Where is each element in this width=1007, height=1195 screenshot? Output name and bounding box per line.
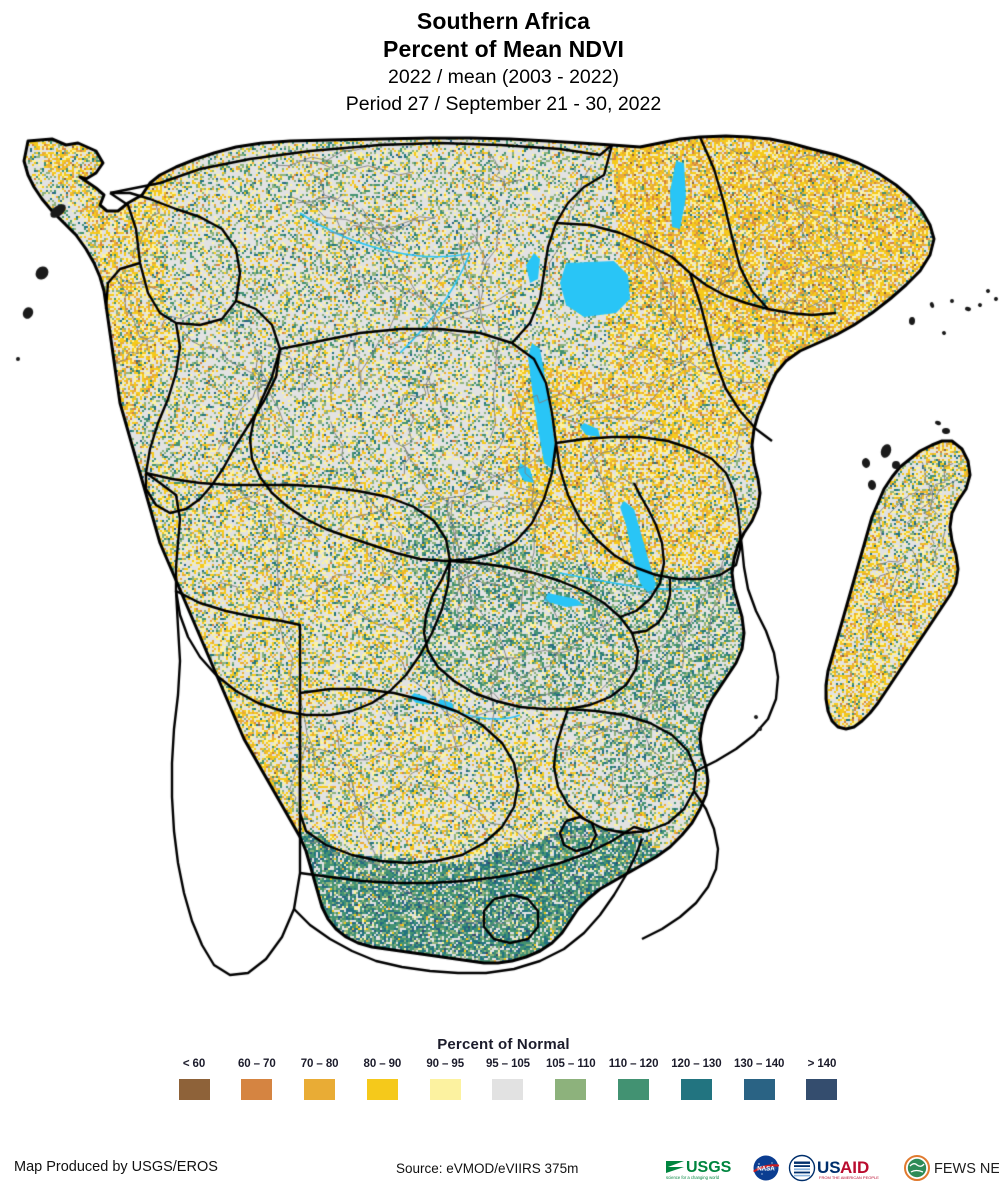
legend-item: 95 – 105 [477, 1058, 539, 1100]
legend-item-label: 70 – 80 [300, 1058, 339, 1070]
legend-item-swatch [492, 1079, 524, 1100]
fewsnet-logo: FEWS NET [904, 1155, 999, 1181]
ndvi-raster-canvas[interactable] [0, 133, 1007, 1028]
logo-bar: USGS science for a changing world NASA U… [664, 1151, 999, 1185]
legend-item: 130 – 140 [728, 1058, 790, 1100]
legend-item-label: 80 – 90 [363, 1058, 402, 1070]
legend-item-label: 60 – 70 [237, 1058, 276, 1070]
legend-item-swatch [555, 1079, 587, 1100]
svg-text:NASA: NASA [757, 1166, 775, 1173]
legend-item-swatch [429, 1079, 461, 1100]
footer-source: Source: eVMOD/eVIIRS 375m [396, 1161, 579, 1176]
legend-item-swatch [178, 1079, 210, 1100]
title-period-line: Period 27 / September 21 - 30, 2022 [345, 93, 662, 115]
svg-text:FROM THE AMERICAN PEOPLE: FROM THE AMERICAN PEOPLE [819, 1175, 879, 1180]
svg-text:US: US [817, 1158, 841, 1177]
legend-item-label: 120 – 130 [671, 1058, 722, 1070]
ndvi-map[interactable] [0, 133, 1007, 1028]
page-subtitle: Percent of Mean NDVI [383, 36, 624, 62]
svg-text:science for a changing world: science for a changing world [666, 1175, 720, 1180]
usgs-logo: USGS science for a changing world [666, 1159, 732, 1180]
legend-item-label: 130 – 140 [734, 1058, 785, 1070]
legend-item: 80 – 90 [351, 1058, 413, 1100]
legend-item-swatch [366, 1079, 398, 1100]
legend-item: < 60 [163, 1058, 225, 1100]
legend-item-label: 90 – 95 [426, 1058, 465, 1070]
legend-items: < 60 60 – 70 70 – 80 80 – 90 90 – 95 95 – 105… [163, 1058, 853, 1100]
svg-text:FEWS NET: FEWS NET [934, 1161, 999, 1177]
legend-item-label: 95 – 105 [486, 1058, 530, 1070]
legend-item-swatch [743, 1079, 775, 1100]
legend-item: 60 – 70 [226, 1058, 288, 1100]
nasa-logo: NASA [753, 1155, 780, 1181]
map-legend: Percent of Normal < 60 60 – 70 70 – 80 80 –… [0, 1030, 1007, 1130]
legend-item-label: > 140 [807, 1058, 837, 1070]
legend-item: 120 – 130 [665, 1058, 727, 1100]
legend-item-label: 105 – 110 [545, 1058, 596, 1070]
legend-item-label: 110 – 120 [608, 1058, 659, 1070]
legend-item-swatch [806, 1079, 838, 1100]
legend-item-swatch [618, 1079, 650, 1100]
footer-produced-by: Map Produced by USGS/EROS [14, 1159, 218, 1175]
legend-item: > 140 [791, 1058, 853, 1100]
legend-item: 105 – 110 [540, 1058, 602, 1100]
map-title-block: Southern Africa Percent of Mean NDVI 202… [0, 0, 1007, 133]
legend-item-label: < 60 [182, 1058, 206, 1070]
legend-item: 70 – 80 [289, 1058, 351, 1100]
legend-item: 90 – 95 [414, 1058, 476, 1100]
svg-text:USGS: USGS [686, 1159, 732, 1176]
svg-text:AID: AID [840, 1158, 869, 1177]
page-title: Southern Africa [416, 8, 591, 34]
map-footer: Map Produced by USGS/EROS Source: eVMOD/… [0, 1145, 1007, 1195]
legend-item: 110 – 120 [603, 1058, 665, 1100]
legend-item-swatch [241, 1079, 273, 1100]
title-ratio-line: 2022 / mean (2003 - 2022) [388, 66, 619, 88]
usaid-logo: US AID FROM THE AMERICAN PEOPLE [788, 1154, 879, 1182]
legend-title: Percent of Normal [437, 1036, 570, 1053]
legend-item-swatch [304, 1079, 336, 1100]
legend-item-swatch [680, 1079, 712, 1100]
